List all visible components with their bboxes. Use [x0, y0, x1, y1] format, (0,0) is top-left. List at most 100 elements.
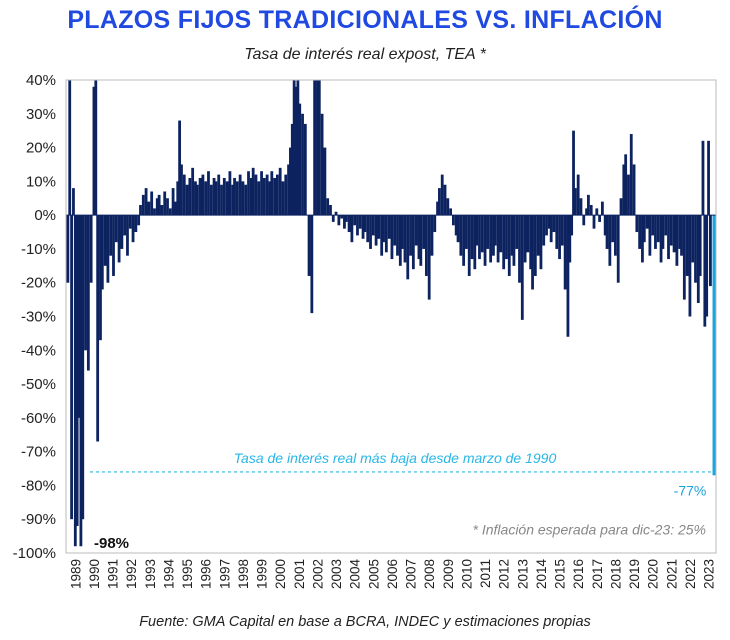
bar [573, 188, 577, 216]
bar [66, 215, 70, 283]
bar [393, 215, 397, 246]
bar [709, 215, 712, 287]
y-tick-label: -60% [21, 410, 56, 427]
y-tick-label: 20% [26, 140, 56, 157]
bar [549, 215, 553, 243]
bar [356, 215, 359, 236]
bar [616, 215, 620, 283]
bar [678, 215, 682, 249]
bar [294, 86, 298, 216]
bar [329, 205, 332, 216]
bar [486, 215, 490, 249]
x-tick-label: 1989 [68, 559, 83, 589]
bar [510, 215, 514, 256]
x-tick-label: 1999 [255, 559, 270, 589]
x-tick-label: 2017 [590, 559, 605, 589]
bar [384, 215, 388, 253]
bar [531, 215, 534, 290]
bar [171, 188, 175, 216]
x-tick-label: 2021 [664, 559, 679, 589]
bar [301, 113, 304, 216]
bar [539, 215, 543, 270]
bar [358, 215, 362, 229]
bar [688, 215, 692, 317]
bar [417, 215, 421, 260]
bar [533, 215, 537, 276]
footnote-label: * Inflación esperada para dic-23: 25% [473, 521, 706, 537]
bar [419, 215, 423, 266]
bar [126, 215, 129, 256]
y-tick-label: -50% [21, 376, 56, 393]
bar [374, 215, 378, 246]
bar [446, 198, 450, 216]
bar [398, 215, 402, 266]
bar [507, 215, 511, 276]
bar [499, 215, 503, 253]
bar [249, 177, 253, 216]
bar [340, 215, 344, 219]
bar [568, 215, 572, 263]
bar [611, 215, 615, 243]
bar [667, 215, 670, 260]
bar [323, 147, 327, 216]
bar [592, 215, 596, 229]
bar [433, 215, 437, 233]
x-tick-label: 2004 [348, 559, 363, 590]
bar [363, 215, 367, 233]
bar [303, 123, 307, 216]
bar [589, 205, 593, 216]
bar [371, 215, 375, 236]
bar [436, 201, 439, 216]
x-tick-label: 2001 [292, 559, 307, 589]
bar [427, 215, 431, 300]
bar [141, 194, 145, 216]
bar [664, 215, 668, 236]
bar [672, 215, 676, 253]
bar [387, 215, 391, 239]
x-tick-label: 2020 [646, 559, 661, 589]
bar [605, 215, 609, 249]
x-tick-label: 1998 [236, 559, 251, 589]
bar [570, 215, 574, 236]
bar [377, 215, 381, 239]
bar [290, 123, 294, 216]
bar [558, 215, 561, 260]
bar [456, 215, 460, 243]
bar [99, 215, 102, 341]
x-tick-label: 1994 [161, 559, 176, 590]
y-tick-label: -80% [21, 477, 56, 494]
bars [66, 80, 716, 547]
bar [682, 215, 686, 300]
bar [347, 215, 351, 233]
y-tick-label: -30% [21, 309, 56, 326]
x-tick-label: 1993 [143, 559, 158, 589]
bar [139, 205, 142, 216]
bar [204, 181, 208, 216]
bar [547, 215, 551, 229]
bar [369, 215, 372, 249]
bar [409, 215, 412, 256]
bar [244, 184, 248, 216]
bar [153, 208, 156, 216]
bar [512, 215, 516, 266]
bar [566, 215, 570, 337]
bar [298, 103, 302, 216]
bar [382, 215, 385, 243]
bar [89, 215, 93, 283]
bar [109, 215, 113, 256]
x-tick-label: 2013 [515, 559, 530, 589]
bar [72, 188, 75, 216]
bar [696, 215, 700, 303]
bar [505, 215, 508, 260]
bar [661, 215, 665, 249]
bar [470, 215, 474, 260]
bar [343, 215, 346, 229]
bar [624, 154, 628, 216]
bar [587, 194, 590, 216]
bar [198, 177, 202, 216]
x-tick-label: 2015 [553, 559, 568, 589]
bar [400, 215, 404, 249]
x-tick-label: 2005 [366, 559, 381, 589]
bar [86, 215, 90, 371]
bar [542, 215, 546, 246]
